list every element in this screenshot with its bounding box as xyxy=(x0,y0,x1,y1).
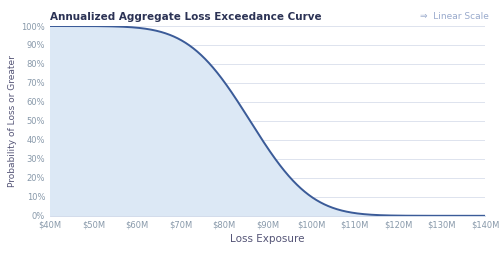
Y-axis label: Probability of Loss or Greater: Probability of Loss or Greater xyxy=(8,55,17,187)
Text: ⇒  Linear Scale: ⇒ Linear Scale xyxy=(420,12,489,21)
X-axis label: Loss Exposure: Loss Exposure xyxy=(230,234,305,244)
Text: Annualized Aggregate Loss Exceedance Curve: Annualized Aggregate Loss Exceedance Cur… xyxy=(50,12,322,22)
